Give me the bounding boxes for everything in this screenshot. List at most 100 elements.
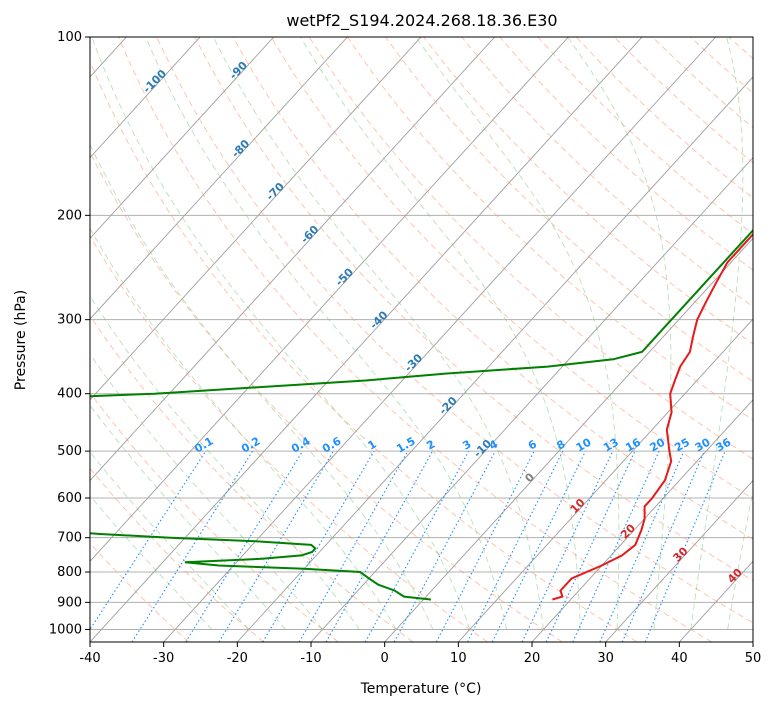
mixing-ratio-line (393, 450, 496, 642)
dry-adiabat (90, 542, 190, 642)
x-tick-label: -20 (227, 651, 248, 666)
x-tick-label: 0 (381, 651, 389, 666)
mixing-ratio-line (491, 450, 586, 642)
dewpoint-trace (90, 228, 753, 601)
mixing-ratio-label: 8 (554, 438, 567, 453)
mixing-ratio-line (131, 450, 254, 642)
mixing-ratio-label: 20 (648, 435, 668, 454)
moist-adiabat (90, 295, 360, 630)
dry-adiabat (90, 151, 563, 642)
isotherm-label: 10 (568, 496, 588, 516)
isotherm-label: -70 (264, 180, 287, 203)
x-tick-label: 10 (450, 651, 467, 666)
moist-adiabat (90, 494, 213, 630)
mixing-ratio-label: 10 (574, 435, 594, 454)
y-tick-label: 300 (57, 313, 82, 328)
isotherm-label: 30 (671, 544, 691, 564)
y-tick-label: 400 (57, 387, 82, 402)
moist-adiabat (300, 37, 581, 630)
isotherm-line (384, 237, 753, 642)
moist-adiabat (90, 451, 250, 630)
mixing-ratio-label: 25 (672, 436, 692, 455)
mixing-ratio-line (599, 450, 685, 642)
mixing-ratio-line (325, 450, 434, 642)
x-tick-label: 30 (597, 651, 614, 666)
x-tick-label: -40 (79, 651, 100, 666)
plot-clip-group (90, 37, 775, 642)
x-tick-label: -10 (300, 651, 321, 666)
x-tick-label: 40 (671, 651, 688, 666)
mixing-ratio-label: 2 (424, 438, 437, 453)
dry-adiabat (613, 37, 753, 164)
moist-adiabat (90, 353, 323, 630)
dry-adiabat (90, 467, 264, 642)
mixing-ratio-line (521, 450, 614, 642)
mixing-ratio-line (298, 450, 409, 642)
y-tick-label: 200 (57, 208, 82, 223)
mixing-ratio-label: 36 (713, 435, 733, 454)
isotherm-label: -40 (367, 308, 390, 331)
y-tick-label: 1000 (49, 622, 82, 637)
x-tick-label: 20 (524, 651, 541, 666)
isotherm-line (90, 37, 201, 159)
axes: -40 -30 -20 -10 0 10 20 30 40 5010020030040050060… (49, 30, 761, 666)
moist-adiabat (90, 404, 286, 630)
y-tick-label: 500 (57, 444, 82, 459)
y-tick-label: 900 (57, 595, 82, 610)
isotherm-label: -50 (333, 265, 356, 288)
dry-adiabat (767, 37, 775, 642)
isotherm-label: -20 (437, 394, 460, 417)
isotherm-line (163, 37, 717, 642)
y-tick-label: 100 (57, 30, 82, 45)
x-tick-label: -30 (153, 651, 174, 666)
chart-title: wetPf2_S194.2024.268.18.36.E30 (286, 11, 557, 31)
mixing-ratio-line (262, 450, 375, 642)
dry-adiabat (118, 37, 712, 642)
moist-adiabat (91, 37, 471, 630)
mixing-ratio-line (644, 450, 726, 642)
mixing-ratio-line (364, 450, 470, 642)
isotherm-label: -60 (298, 223, 321, 246)
moist-adiabat (212, 37, 544, 630)
isotherm-line (90, 37, 348, 320)
plot-frame (89, 36, 754, 643)
isotherm-label: 20 (618, 521, 638, 541)
mixing-ratio-label: 0.6 (320, 434, 344, 455)
mixing-ratio-line (467, 450, 564, 642)
moist-adiabat (690, 37, 744, 630)
y-tick-label: 800 (57, 565, 82, 580)
dry-adiabat (156, 37, 753, 624)
mixing-ratio-line (90, 450, 207, 631)
moist-adiabat (727, 488, 753, 630)
dry-adiabat (537, 37, 753, 235)
moist-adiabat (415, 37, 620, 630)
mixing-ratio-label: 6 (526, 437, 539, 452)
dry-adiabat (690, 37, 753, 94)
isotherm-label: -30 (402, 351, 425, 374)
dry-adiabat (308, 37, 753, 460)
dry-adiabat (385, 37, 753, 383)
dry-adiabat (461, 37, 753, 308)
isotherm-line (458, 318, 753, 642)
mixing-ratio-label: 30 (693, 435, 713, 454)
dry-adiabat (270, 37, 753, 500)
dry-adiabat (194, 37, 753, 582)
y-tick-label: 700 (57, 531, 82, 546)
isotherm-label: -100 (140, 67, 169, 96)
isotherm-line (90, 37, 422, 401)
dry-adiabat (728, 37, 753, 60)
isotherm-line (605, 479, 753, 642)
mixing-ratio-line (185, 450, 304, 642)
dry-adiabat (347, 37, 753, 421)
isotherm-label: -80 (229, 137, 252, 160)
x-axis-label: Temperature (°C) (360, 681, 482, 697)
mixing-ratio-label: 16 (623, 435, 643, 454)
isotherm-line (752, 641, 753, 642)
mixing-ratio-label: 0.2 (239, 435, 262, 456)
dry-adiabat (90, 391, 339, 642)
moist-adiabat (145, 37, 508, 630)
mixing-ratio-label: 0.1 (192, 435, 215, 456)
x-tick-label: 50 (745, 651, 762, 666)
